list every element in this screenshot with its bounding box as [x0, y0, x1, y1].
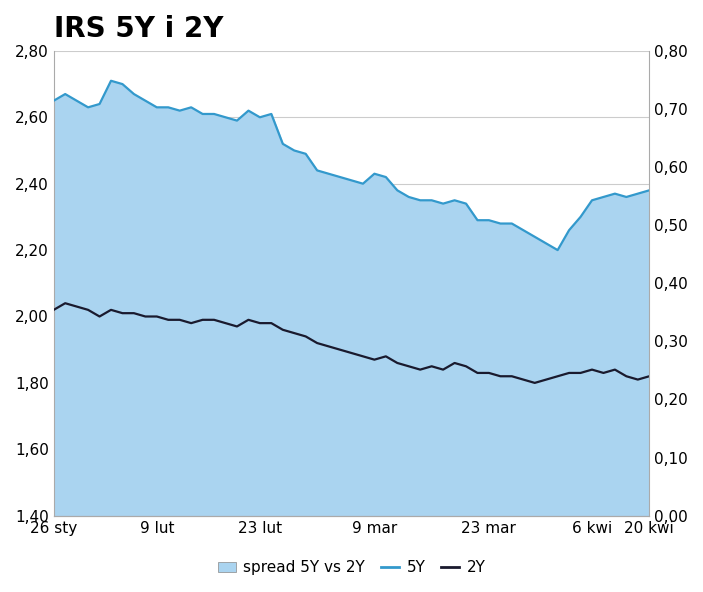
Legend: spread 5Y vs 2Y, 5Y, 2Y: spread 5Y vs 2Y, 5Y, 2Y — [212, 554, 491, 581]
Text: IRS 5Y i 2Y: IRS 5Y i 2Y — [53, 15, 224, 43]
